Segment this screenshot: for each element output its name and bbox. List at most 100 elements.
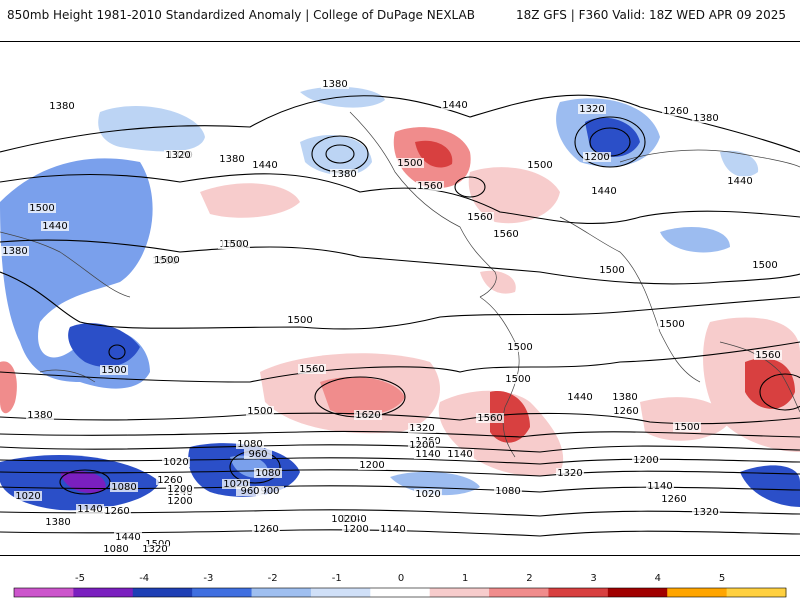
contour-label: 1500 — [247, 406, 272, 417]
contour-label: 1260 — [104, 506, 129, 517]
contour-label: 1560 — [299, 364, 324, 375]
contour-label-bg — [251, 160, 279, 170]
colorbar-tick-label: -2 — [268, 573, 278, 584]
contour-label-bg — [26, 410, 54, 420]
contour-label-bg — [441, 100, 469, 110]
contour-label: 1500 — [674, 422, 699, 433]
contour-label: 1320 — [142, 544, 167, 555]
model-valid-time: 18Z GFS | F360 Valid: 18Z WED APR 09 202… — [515, 8, 786, 22]
colorbar-swatch — [251, 588, 312, 597]
contour-label-bg — [646, 481, 674, 491]
contour-label: 960 — [240, 486, 259, 497]
contour-line — [0, 341, 800, 383]
anomaly-colorbar: -5 -4 -3 -2 -1 0 1 2 3 4 5 — [0, 566, 800, 600]
contour-label: 1500 — [287, 315, 312, 326]
contour-label: 1620 — [355, 410, 380, 421]
colorbar-tick-label: 0 — [398, 573, 404, 584]
contour-label: 1320 — [579, 104, 604, 115]
contour-label-bg — [222, 479, 250, 489]
contour-label: 1440 — [727, 176, 752, 187]
contour-label: 1440 — [42, 221, 67, 232]
contour-label: 1200 — [359, 460, 384, 471]
anomaly-positive-region — [320, 377, 405, 416]
contour-label-bg — [254, 468, 282, 478]
contour-label: 1380 — [49, 101, 74, 112]
colorbar-swatch — [548, 588, 609, 597]
contour-label: 1260 — [253, 524, 278, 535]
contour-label: 1500 — [397, 158, 422, 169]
contour-label-bg — [379, 524, 407, 534]
contour-label-bg — [751, 260, 779, 270]
anomaly-positive-region — [745, 358, 795, 409]
contour-label: 1380 — [322, 79, 347, 90]
contour-line — [0, 94, 800, 153]
contour-label: 1200 — [584, 152, 609, 163]
contour-label-bg — [110, 482, 138, 492]
contour-label-bg — [321, 79, 349, 89]
contour-label-bg — [156, 475, 184, 485]
contour-label-bg — [41, 221, 69, 231]
contour-label: 1440 — [252, 160, 277, 171]
contour-label-bg — [48, 101, 76, 111]
contour-label-bg — [408, 423, 436, 433]
contour-label: 1080 — [255, 468, 280, 479]
contour-label-bg — [632, 455, 660, 465]
colorbar-graphic: -5 -4 -3 -2 -1 0 1 2 3 4 5 — [13, 573, 787, 598]
colorbar-tick-label: -5 — [75, 573, 85, 584]
coastline — [0, 231, 131, 298]
anomaly-positive-region — [415, 140, 453, 168]
contour-label-bg — [578, 104, 606, 114]
contour-label: 1500 — [29, 203, 54, 214]
coastline — [719, 341, 800, 413]
contour-label-bg — [166, 484, 194, 494]
contour-label-bg — [76, 504, 104, 514]
contour-line — [0, 271, 800, 330]
contour-label-bg — [342, 524, 370, 534]
contour-line — [0, 239, 800, 285]
contour-label-bg — [414, 489, 442, 499]
contour-line — [0, 469, 800, 477]
contour-line — [0, 430, 800, 438]
contour-line — [0, 457, 800, 465]
contour-label-bg — [414, 449, 442, 459]
anomaly-positive-region — [490, 391, 530, 443]
contour-label-bg — [598, 265, 626, 275]
contour-label: 1080 — [111, 482, 136, 493]
contour-label-bg — [44, 517, 72, 527]
contour-label-bg — [103, 506, 131, 516]
contour-label: 1320 — [165, 150, 190, 161]
contour-label: 1080 — [103, 544, 128, 555]
contour-label-bg — [236, 439, 264, 449]
contour-label-bg — [1, 246, 29, 256]
colorbar-tick-label: 2 — [526, 573, 532, 584]
contour-label: 1380 — [2, 246, 27, 257]
contour-label-bg — [114, 532, 142, 542]
contour-label-bg — [102, 544, 130, 554]
contour-label-bg — [153, 255, 181, 265]
contour-label: 1140 — [447, 449, 472, 460]
anomaly-negative-region — [98, 106, 205, 152]
contour-label: 1200 — [167, 496, 192, 507]
anomaly-positive-region — [480, 270, 516, 294]
contour-label-bg — [611, 392, 639, 402]
contour-label: 1380 — [219, 154, 244, 165]
contour-label-bg — [662, 106, 690, 116]
contour-label-bg — [658, 319, 686, 329]
contour-label-bg — [298, 364, 326, 374]
contour-low — [108, 344, 126, 360]
anomaly-positive-region — [200, 183, 300, 218]
contour-label-bg — [236, 486, 264, 496]
colorbar-tick-label: 4 — [655, 573, 661, 584]
contour-label-bg — [566, 392, 594, 402]
contour-label-bg — [492, 229, 520, 239]
map-panel: 1380 1380 1320 1380 1440 1380 1500 1440 1500 1500… — [0, 41, 800, 556]
contour-label: 1200 — [633, 455, 658, 466]
contour-label-bg — [416, 181, 444, 191]
contour-label-bg — [506, 342, 534, 352]
contour-label: 1440 — [442, 100, 467, 111]
contour-label: 1500 — [599, 265, 624, 276]
coastline — [39, 369, 96, 383]
coastline — [559, 216, 701, 383]
colorbar-swatch — [667, 588, 728, 597]
anomaly-negative-region — [720, 150, 759, 177]
